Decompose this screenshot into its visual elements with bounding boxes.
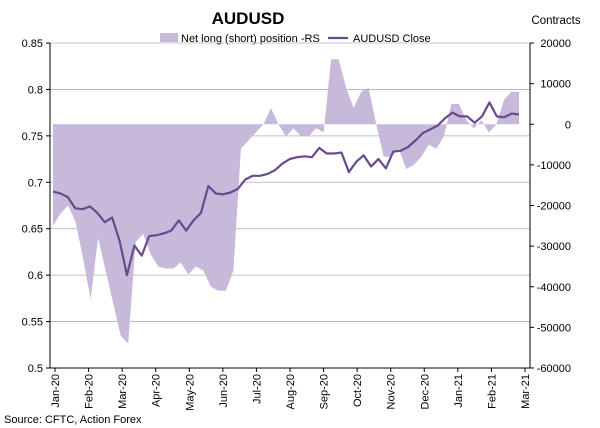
x-tick-label: Jan-21 [453,374,465,408]
left-axis-ticks: 0.5 0.55 0.6 0.65 0.7 0.75 0.8 0.85 [22,38,50,375]
audusd-close-line-series [52,101,520,277]
legend-area-swatch [160,33,178,42]
left-tick-label: 0.65 [22,224,43,236]
source-note: Source: CFTC, Action Forex [4,414,142,426]
x-tick-label: Aug-20 [285,374,297,409]
net-position-area-series [53,59,519,344]
legend-line-label: AUDUSD Close [353,33,431,45]
legend-area-label: Net long (short) position -RS [181,33,320,45]
x-tick-label: Mar-21 [520,374,532,409]
left-tick-label: 0.6 [28,270,43,282]
right-tick-label: -60000 [537,363,571,375]
x-axis-ticks: Jan-20 Feb-20 Mar-20 Apr-20 May-20 Jun-20 Jul-… [50,368,532,411]
chart-title: AUDUSD [212,9,285,28]
x-tick-label: Jan-20 [50,374,62,408]
left-tick-label: 0.75 [22,131,43,143]
x-tick-label: Jun-20 [218,374,230,408]
x-tick-label: Oct-20 [352,374,364,407]
right-tick-label: 0 [565,119,571,131]
right-tick-label: 20000 [540,38,571,50]
right-axis-ticks: -60000 -50000 -40000 -30000 -20000 -10000 0 100… [530,38,571,375]
x-tick-label: Nov-20 [386,374,398,409]
left-tick-label: 0.7 [28,177,43,189]
x-tick-label: Feb-20 [84,374,96,409]
right-tick-label: -20000 [537,201,571,213]
net-position-area [53,59,519,344]
legend: Net long (short) position -RS AUDUSD Clo… [160,33,431,45]
audusd-close-line [52,101,520,277]
x-tick-label: Mar-20 [117,374,129,409]
x-tick-label: May-20 [184,374,196,411]
left-tick-label: 0.5 [28,363,43,375]
x-tick-label: Apr-20 [151,374,163,407]
right-tick-label: -10000 [537,160,571,172]
x-tick-label: Feb-21 [486,374,498,409]
right-tick-label: -30000 [537,241,571,253]
x-tick-label: Jul-20 [251,374,263,404]
left-tick-label: 0.55 [22,317,43,329]
x-tick-label: Sep-20 [319,374,331,409]
left-tick-label: 0.85 [22,38,43,50]
left-tick-label: 0.8 [28,84,43,96]
right-tick-label: -40000 [537,282,571,294]
right-tick-label: 10000 [540,79,571,91]
right-tick-label: -50000 [537,322,571,334]
x-tick-label: Dec-20 [419,374,431,409]
right-axis-title: Contracts [531,15,580,27]
